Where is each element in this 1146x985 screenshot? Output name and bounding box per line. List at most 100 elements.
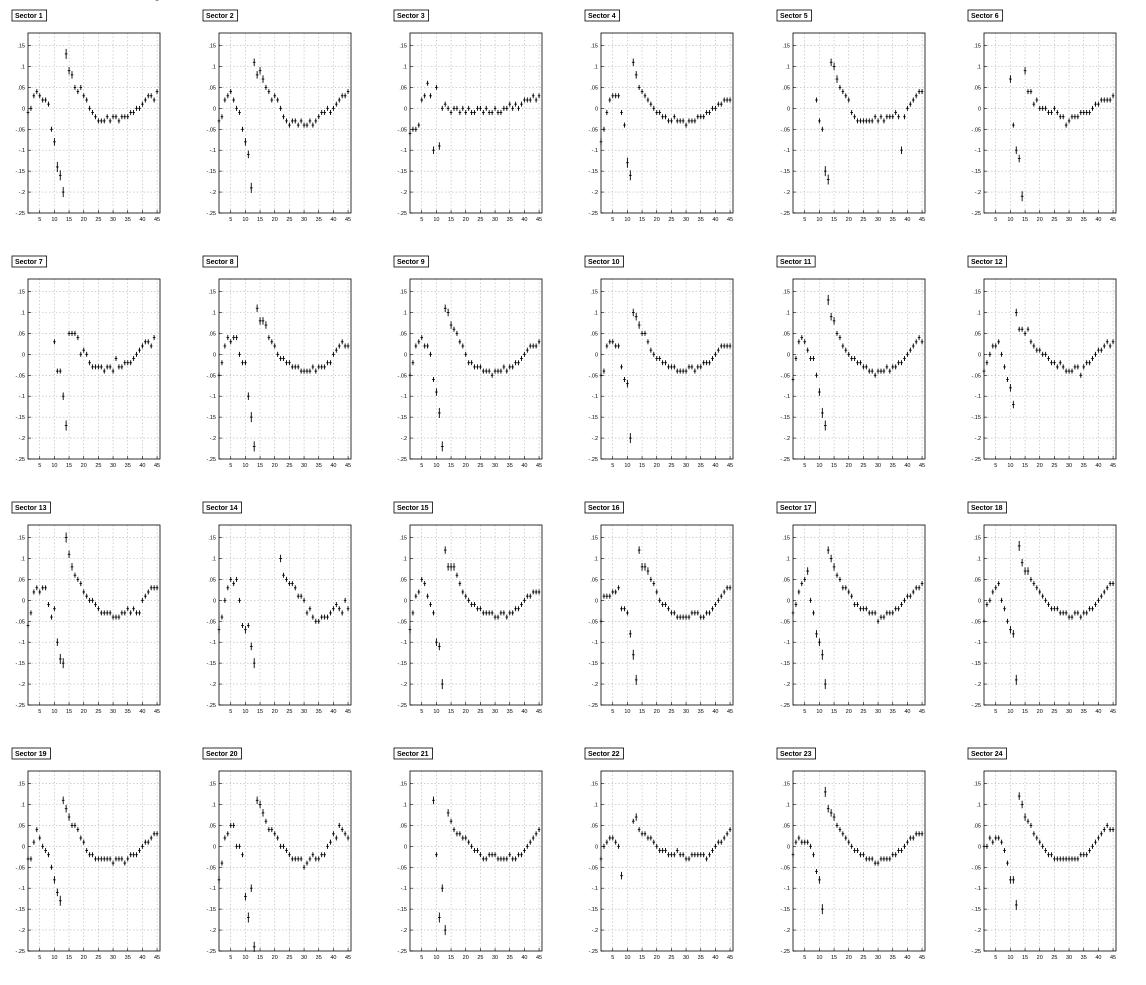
data-point — [903, 114, 906, 120]
x-tick-label: 25 — [860, 709, 866, 715]
y-tick-label: -.1 — [401, 394, 407, 400]
data-point — [714, 351, 717, 357]
x-tick-label: 10 — [624, 955, 630, 961]
y-tick-label: -.05 — [589, 373, 598, 379]
y-tick-label: .1 — [785, 310, 790, 316]
data-point — [64, 48, 68, 59]
y-tick-label: -.1 — [401, 640, 407, 646]
data-point — [484, 105, 488, 111]
data-point — [655, 589, 659, 595]
x-tick-label: 35 — [316, 955, 322, 961]
data-point — [88, 105, 91, 111]
y-tick-label: -.1 — [784, 148, 790, 154]
data-point — [614, 589, 617, 595]
data-point — [508, 101, 512, 107]
data-point — [152, 585, 156, 591]
data-point — [76, 89, 80, 95]
y-tick-label: .05 — [973, 85, 981, 91]
data-point — [914, 93, 918, 99]
sector-panel-18: Sector 18-.25-.2-.15-.1-.050.05.1.155 10 1… — [967, 501, 1117, 715]
data-point — [847, 589, 851, 595]
data-point — [1073, 364, 1077, 370]
data-point — [293, 118, 297, 124]
data-point — [155, 831, 159, 837]
data-point — [1082, 364, 1086, 370]
panel-title-box — [11, 9, 48, 22]
data-point — [865, 856, 868, 862]
data-point — [487, 610, 491, 616]
x-tick-label: 45 — [536, 463, 542, 469]
data-point — [670, 118, 673, 124]
y-tick-label: -.25 — [207, 457, 216, 463]
data-point — [696, 114, 700, 120]
sector-panel-6: Sector 6-.25-.2-.15-.1-.050.05.1.155 10 15… — [967, 9, 1117, 223]
x-tick-label: 20 — [463, 709, 469, 715]
x-tick-label: 10 — [242, 709, 248, 715]
data-point — [1000, 351, 1003, 357]
data-point — [326, 843, 329, 849]
data-point — [255, 71, 259, 79]
data-point — [293, 856, 297, 862]
data-point — [914, 585, 918, 591]
panel-title: Sector 3 — [397, 13, 425, 20]
data-point — [838, 335, 842, 341]
y-tick-label: -.25 — [972, 949, 981, 955]
data-point — [862, 606, 865, 612]
sector-panel-13: Sector 13-.25-.2-.15-.1-.050.05.1.155 10 1… — [11, 501, 161, 715]
y-tick-label: .15 — [399, 536, 407, 542]
data-point — [708, 610, 711, 616]
data-point — [611, 339, 615, 345]
data-point — [725, 831, 729, 837]
data-point — [299, 593, 303, 599]
y-tick-label: .1 — [976, 64, 981, 70]
data-point — [655, 110, 659, 116]
data-point — [520, 852, 523, 858]
data-point — [900, 146, 903, 154]
data-point — [123, 114, 127, 120]
data-point — [446, 105, 450, 111]
x-tick-label: 40 — [330, 217, 336, 223]
data-point — [1041, 351, 1044, 357]
data-point — [58, 368, 62, 374]
data-point — [252, 441, 256, 452]
data-point — [41, 843, 44, 849]
y-tick-label: -.15 — [16, 415, 25, 421]
data-point — [317, 856, 321, 862]
data-point — [144, 339, 147, 345]
y-tick-label: -.05 — [16, 373, 25, 379]
data-point — [1079, 852, 1083, 858]
data-point — [614, 343, 617, 349]
x-tick-label: 40 — [330, 709, 336, 715]
y-tick-label: .05 — [17, 577, 25, 583]
y-tick-label: -.1 — [784, 394, 790, 400]
data-point — [305, 860, 309, 866]
data-point — [699, 364, 703, 370]
data-point — [50, 126, 53, 132]
data-point — [340, 827, 344, 833]
data-point — [611, 835, 615, 841]
y-tick-label: .1 — [211, 310, 216, 316]
data-point — [909, 101, 912, 107]
data-point — [296, 364, 300, 370]
data-point — [534, 97, 538, 103]
panel-title: Sector 1 — [15, 13, 43, 20]
y-tick-label: -.2 — [784, 190, 790, 196]
data-point — [1085, 360, 1088, 366]
data-point — [32, 589, 36, 595]
data-point — [455, 831, 459, 837]
data-point — [114, 856, 118, 862]
data-point — [862, 852, 865, 858]
data-point — [1061, 364, 1065, 370]
data-point — [859, 118, 862, 124]
data-point — [343, 93, 347, 99]
data-point — [1097, 347, 1100, 353]
data-point — [417, 339, 421, 345]
x-tick-label: 10 — [816, 955, 822, 961]
data-point — [717, 597, 720, 603]
y-tick-label: -.25 — [398, 949, 407, 955]
y-tick-label: -.2 — [592, 190, 598, 196]
data-point — [867, 368, 871, 374]
sector-panel-9: Sector 9-.25-.2-.15-.1-.050.05.1.155 10 15… — [393, 255, 543, 469]
x-tick-label: 10 — [51, 217, 57, 223]
y-tick-label: .05 — [17, 85, 25, 91]
